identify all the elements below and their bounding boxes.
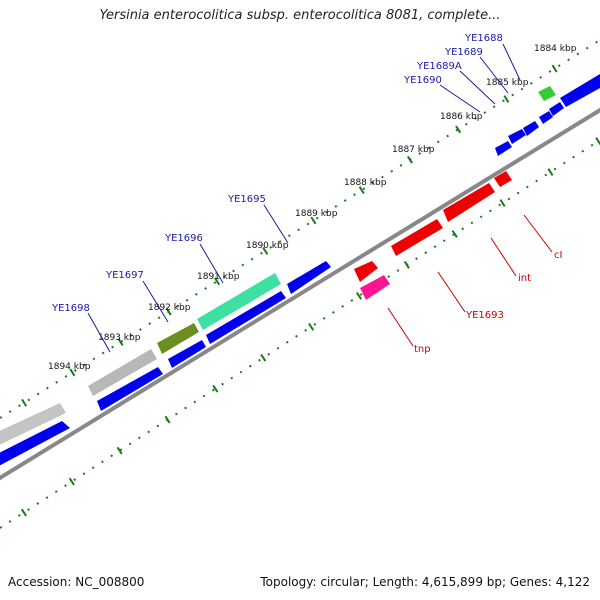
- map-title: Yersinia enterocolitica subsp. enterocol…: [99, 8, 501, 23]
- gene-feature[interactable]: [391, 219, 443, 256]
- gene-feature[interactable]: [168, 340, 206, 368]
- gene-feature[interactable]: [0, 421, 70, 468]
- leader-line: [479, 56, 509, 94]
- kbp-label: 1894 kbp: [48, 362, 91, 372]
- major-ticks: [20, 64, 600, 517]
- kbp-label: 1885 kbp: [486, 78, 529, 88]
- kbp-label: 1884 kbp: [534, 44, 577, 54]
- major-tick: [355, 291, 363, 300]
- major-tick: [503, 95, 510, 103]
- gene-feature[interactable]: [0, 403, 66, 447]
- leader-line: [502, 43, 521, 81]
- gene-label[interactable]: YE1693: [465, 310, 504, 321]
- leader-line: [459, 70, 496, 105]
- gene-feature[interactable]: [157, 323, 199, 354]
- gene-label[interactable]: cI: [554, 250, 562, 261]
- major-tick: [68, 477, 75, 486]
- major-tick: [260, 353, 267, 362]
- major-tick: [262, 246, 269, 255]
- leader-line: [199, 243, 224, 284]
- gene-feature[interactable]: [538, 86, 556, 101]
- gene-feature[interactable]: [360, 275, 390, 300]
- gene-feature[interactable]: [560, 74, 600, 107]
- major-tick: [595, 137, 600, 146]
- kbp-label: 1889 kbp: [295, 209, 338, 219]
- gene-feature[interactable]: [443, 183, 495, 222]
- major-tick: [310, 216, 317, 225]
- major-tick: [403, 260, 410, 269]
- leader-line: [87, 312, 111, 353]
- kbp-label: 1886 kbp: [440, 112, 483, 122]
- reverse-genes: [354, 171, 512, 300]
- major-tick: [308, 322, 315, 331]
- major-tick: [214, 277, 221, 286]
- leader-line: [437, 271, 466, 313]
- major-tick: [21, 398, 28, 407]
- leader-line: [142, 280, 169, 323]
- topology-summary: Topology: circular; Length: 4,615,899 bp…: [260, 575, 590, 589]
- major-tick: [212, 384, 219, 393]
- kbp-label: 1891 kbp: [197, 272, 240, 282]
- backbone-line: [0, 107, 600, 481]
- gene-feature[interactable]: [508, 129, 526, 144]
- gene-feature[interactable]: [494, 171, 512, 187]
- gene-feature[interactable]: [97, 367, 163, 411]
- reverse-gene-label-text: cI int YE1693 tnp: [414, 250, 562, 355]
- major-tick: [406, 155, 413, 164]
- gene-label[interactable]: int: [518, 273, 531, 284]
- kbp-label: 1887 kbp: [392, 145, 435, 155]
- reverse-gene-labels: [387, 214, 553, 347]
- gene-label[interactable]: tnp: [414, 344, 431, 355]
- forward-gene-label-text: YE1688 YE1689 YE1689A YE1690 YE1695 YE16…: [51, 33, 503, 314]
- gene-label[interactable]: YE1688: [464, 33, 503, 44]
- major-tick: [455, 125, 462, 134]
- inner-tick-track: [0, 139, 600, 529]
- major-tick: [116, 446, 123, 455]
- leader-line: [387, 307, 414, 347]
- gene-label[interactable]: YE1690: [403, 75, 442, 86]
- gene-label[interactable]: YE1697: [105, 270, 144, 281]
- gene-feature[interactable]: [287, 261, 331, 294]
- major-tick: [451, 230, 458, 238]
- major-tick: [551, 64, 558, 73]
- outer-track-genes: [0, 86, 556, 447]
- forward-gene-labels: [87, 43, 521, 353]
- major-tick: [164, 415, 171, 424]
- major-tick: [358, 186, 365, 195]
- accession-text: Accession: NC_008800: [8, 575, 145, 589]
- gene-feature[interactable]: [523, 121, 539, 136]
- kbp-label: 1892 kbp: [148, 303, 191, 313]
- major-tick: [165, 307, 172, 316]
- kbp-label: 1893 kbp: [98, 333, 141, 343]
- leader-line: [439, 84, 481, 113]
- gene-feature[interactable]: [539, 111, 553, 124]
- gene-label[interactable]: YE1698: [51, 303, 90, 314]
- gene-label[interactable]: YE1696: [164, 233, 203, 244]
- major-tick: [547, 168, 554, 176]
- kbp-label: 1888 kbp: [344, 178, 387, 188]
- gene-label[interactable]: YE1689A: [416, 61, 462, 72]
- gene-label[interactable]: YE1695: [227, 194, 266, 205]
- forward-genes: [0, 74, 600, 468]
- gene-label[interactable]: YE1689: [444, 47, 483, 58]
- gene-feature[interactable]: [549, 102, 564, 116]
- major-tick: [117, 338, 124, 346]
- leader-line: [263, 204, 289, 244]
- gene-feature[interactable]: [354, 261, 378, 282]
- leader-line: [490, 237, 517, 277]
- gene-feature[interactable]: [197, 273, 281, 330]
- major-tick: [499, 199, 506, 207]
- major-tick: [20, 508, 27, 517]
- gene-feature[interactable]: [495, 141, 512, 156]
- leader-line: [523, 214, 553, 253]
- gene-feature[interactable]: [206, 291, 286, 344]
- kbp-label: 1890 kbp: [246, 241, 289, 251]
- kbp-labels: 1884 kbp 1885 kbp 1886 kbp 1887 kbp 1888…: [48, 44, 577, 372]
- major-tick: [69, 368, 76, 377]
- gene-feature[interactable]: [88, 349, 157, 396]
